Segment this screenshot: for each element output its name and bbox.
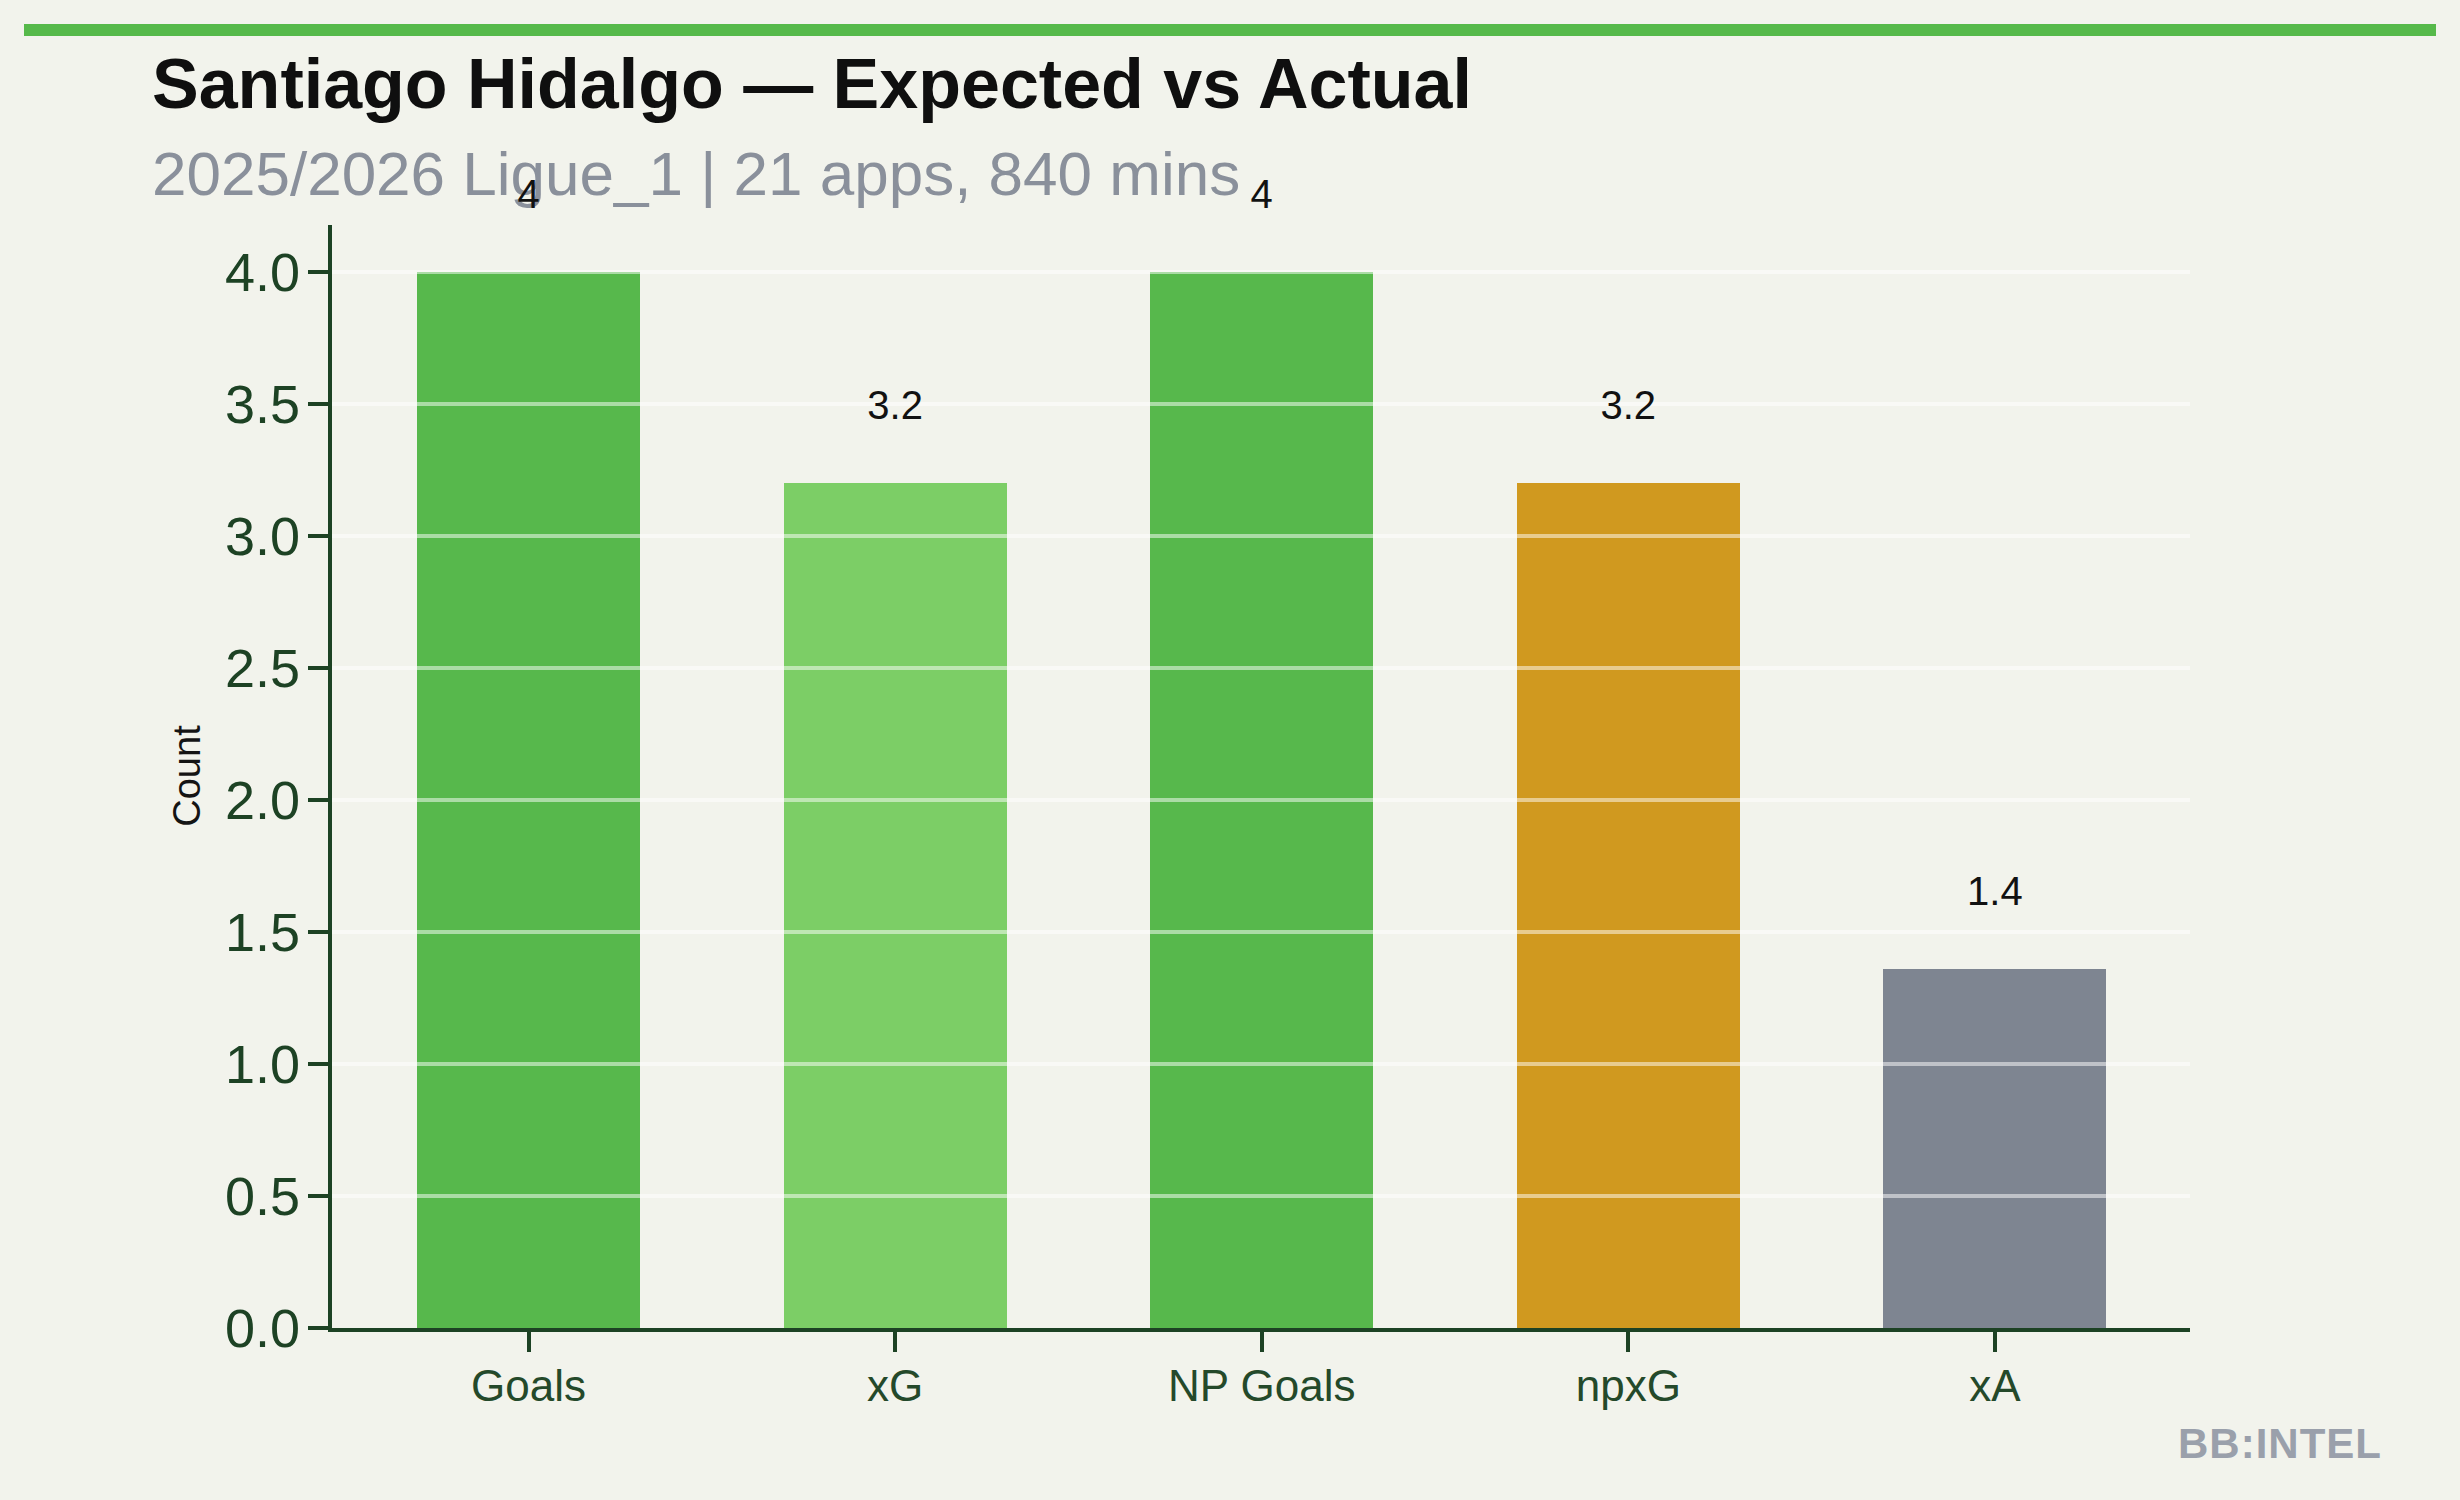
y-tick-label: 0.0 (130, 1295, 300, 1361)
x-tick-label: npxG (1478, 1358, 1778, 1414)
y-tick-mark (308, 666, 328, 670)
x-tick-label: NP Goals (1112, 1358, 1412, 1414)
gridline (332, 1062, 2190, 1066)
y-tick-label: 4.0 (130, 239, 300, 305)
gridline (332, 1194, 2190, 1198)
y-axis-line (328, 225, 332, 1332)
y-tick-mark (308, 534, 328, 538)
x-tick-mark (1626, 1332, 1630, 1352)
y-tick-mark (308, 930, 328, 934)
y-tick-label: 1.5 (130, 899, 300, 965)
bar-value-label: 3.2 (795, 383, 995, 427)
bar-xa (1883, 969, 2106, 1328)
x-tick-label: Goals (379, 1358, 679, 1414)
bar-value-label: 1.4 (1895, 869, 2095, 913)
plot-area: 0.0 0.5 1.0 1.5 2.0 2.5 3.0 3.5 4.0 4 Goals 3.2 xG 4 N… (0, 0, 2460, 1500)
watermark-logo: BB:INTEL (2178, 1420, 2382, 1468)
y-tick-mark (308, 1194, 328, 1198)
gridline (332, 798, 2190, 802)
y-tick-mark (308, 1326, 328, 1330)
y-tick-label: 2.0 (130, 767, 300, 833)
x-tick-label: xA (1845, 1358, 2145, 1414)
gridline (332, 666, 2190, 670)
y-tick-label: 2.5 (130, 635, 300, 701)
y-tick-mark (308, 402, 328, 406)
y-tick-mark (308, 798, 328, 802)
y-tick-label: 1.0 (130, 1031, 300, 1097)
bar-value-label: 4 (1162, 172, 1362, 216)
x-tick-mark (1993, 1332, 1997, 1352)
y-tick-mark (308, 1062, 328, 1066)
y-tick-label: 3.0 (130, 503, 300, 569)
bar-value-label: 4 (429, 172, 629, 216)
bar-npxg (1517, 483, 1740, 1328)
x-tick-mark (1260, 1332, 1264, 1352)
bar-value-label: 3.2 (1528, 383, 1728, 427)
y-tick-label: 0.5 (130, 1163, 300, 1229)
bar-xg (784, 483, 1007, 1328)
gridline (332, 270, 2190, 274)
y-tick-mark (308, 270, 328, 274)
gridline (332, 534, 2190, 538)
x-tick-label: xG (745, 1358, 1045, 1414)
y-tick-label: 3.5 (130, 371, 300, 437)
x-tick-mark (527, 1332, 531, 1352)
chart-canvas: Santiago Hidalgo — Expected vs Actual 20… (0, 0, 2460, 1500)
gridline (332, 402, 2190, 406)
x-tick-mark (893, 1332, 897, 1352)
gridline (332, 930, 2190, 934)
